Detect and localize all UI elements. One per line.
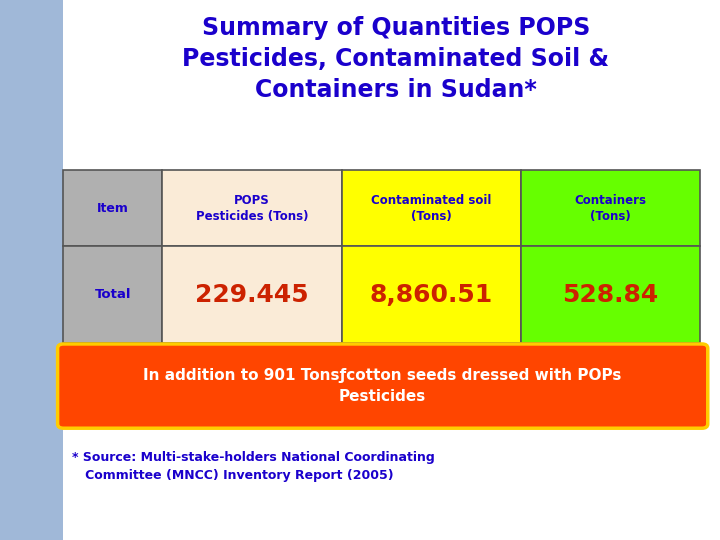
Text: Containers
(Tons): Containers (Tons) bbox=[575, 194, 647, 222]
Text: Contaminated soil
(Tons): Contaminated soil (Tons) bbox=[371, 194, 492, 222]
Text: Summary of Quantities POPS
Pesticides, Contaminated Soil &
Containers in Sudan*: Summary of Quantities POPS Pesticides, C… bbox=[182, 16, 610, 102]
Text: POPS
Pesticides (Tons): POPS Pesticides (Tons) bbox=[196, 194, 308, 222]
Text: 229.445: 229.445 bbox=[195, 282, 309, 307]
Text: * Source: Multi-stake-holders National Coordinating
   Committee (MNCC) Inventor: * Source: Multi-stake-holders National C… bbox=[72, 451, 435, 482]
Text: Item: Item bbox=[96, 201, 129, 214]
Text: 8,860.51: 8,860.51 bbox=[369, 282, 493, 307]
Text: Total: Total bbox=[94, 288, 131, 301]
Text: In addition to 901 Tonsƒcotton seeds dressed with POPs
Pesticides: In addition to 901 Tonsƒcotton seeds dre… bbox=[143, 368, 622, 404]
Text: 528.84: 528.84 bbox=[562, 282, 659, 307]
